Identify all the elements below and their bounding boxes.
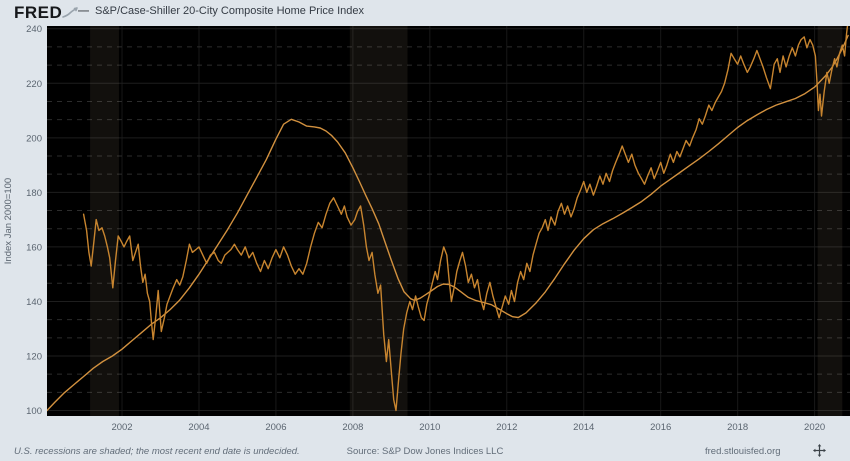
x-tick-label: 2020 [804,422,825,433]
y-tick-label: 140 [26,297,42,308]
y-tick-label: 160 [26,242,42,253]
fred-logo-swoosh-icon [62,6,78,24]
x-tick-label: 2002 [111,422,132,433]
y-axis-title: Index Jan 2000=100 [3,178,14,264]
x-tick-label: 2012 [496,422,517,433]
move-pan-icon[interactable] [813,444,826,460]
legend-line-sample: — [78,5,89,17]
x-tick-label: 2014 [573,422,594,433]
y-tick-label: 120 [26,352,42,363]
legend: — S&P/Case-Shiller 20-City Composite Home… [78,5,364,17]
recession-band [817,26,843,416]
y-tick-label: 100 [26,406,42,417]
y-tick-label: 240 [26,24,42,35]
source-note: Source: S&P Dow Jones Indices LLC [346,446,504,457]
x-tick-label: 2016 [650,422,671,433]
x-tick-label: 2008 [342,422,363,433]
fred-site-link[interactable]: fred.stlouisfed.org [705,446,781,457]
y-tick-label: 200 [26,133,42,144]
x-tick-label: 2004 [188,422,209,433]
series-line-2 [82,26,849,412]
chart-header: FRED — S&P/Case-Shiller 20-City Composite… [0,0,850,26]
series-line-1 [47,34,849,412]
recession-band [349,26,408,416]
y-tick-label: 220 [26,79,42,90]
recession-note: U.S. recessions are shaded; the most rec… [14,446,300,457]
recession-band [90,26,119,416]
y-tick-label: 180 [26,188,42,199]
x-tick-label: 2018 [727,422,748,433]
chart-footer: U.S. recessions are shaded; the most rec… [0,440,850,461]
plot-background [47,26,850,416]
chart-plot-area[interactable]: 100 120 140 160 180 200 220 240 2002 2004 2006 2008… [0,0,850,440]
fred-logo[interactable]: FRED [14,3,63,22]
series-title: S&P/Case-Shiller 20-City Composite Home … [95,5,364,17]
x-tick-label: 2010 [419,422,440,433]
x-tick-label: 2006 [265,422,286,433]
